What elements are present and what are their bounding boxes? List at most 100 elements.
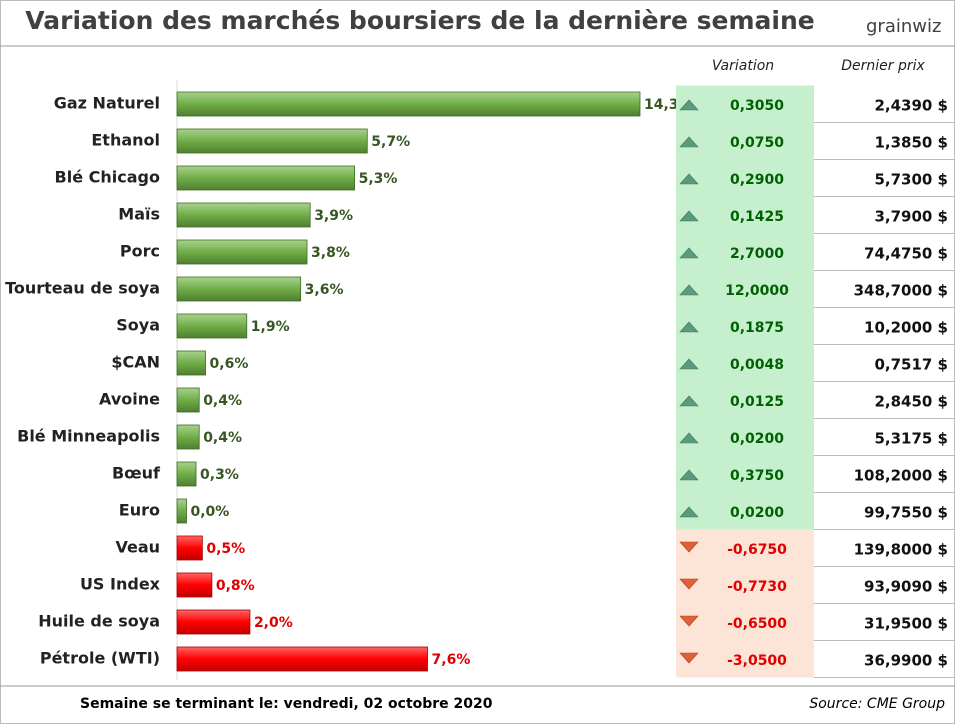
category-label: Soya — [116, 316, 160, 335]
variation-cell — [676, 122, 814, 160]
price-label: 5,7300 $ — [874, 171, 948, 189]
category-label: Gaz Naturel — [54, 94, 160, 113]
variation-label: 0,0200 — [730, 431, 784, 447]
price-label: 139,8000 $ — [854, 541, 948, 559]
up-arrow — [679, 284, 699, 296]
price-label: 0,7517 $ — [874, 356, 948, 374]
bar — [176, 609, 251, 635]
bar — [176, 646, 428, 672]
value-label: 0,0% — [191, 504, 230, 520]
source: Source: CME Group — [809, 696, 945, 712]
price-label: 31,9500 $ — [864, 615, 948, 633]
variation-label: 0,0750 — [730, 135, 784, 151]
variation-label: 0,0048 — [730, 357, 784, 373]
bar — [176, 461, 197, 487]
bar — [176, 91, 641, 117]
down-arrow — [679, 615, 699, 627]
price-label: 348,7000 $ — [854, 282, 948, 300]
category-label: Euro — [119, 501, 160, 520]
variation-label: 12,0000 — [725, 283, 789, 299]
value-label: 0,4% — [203, 393, 242, 409]
value-label: 0,5% — [206, 541, 245, 557]
value-label: 1,9% — [251, 319, 290, 335]
variation-label: 2,7000 — [730, 246, 784, 262]
up-arrow — [679, 99, 699, 111]
variation-label: -0,7730 — [727, 579, 787, 595]
variation-cell — [676, 381, 814, 419]
category-label: Veau — [115, 538, 160, 557]
variation-cell — [676, 529, 814, 567]
up-arrow — [679, 136, 699, 148]
variation-cell — [676, 492, 814, 530]
price-label: 5,3175 $ — [874, 430, 948, 448]
category-label: Avoine — [99, 390, 160, 409]
category-label: Bœuf — [112, 464, 161, 483]
price-label: 1,3850 $ — [874, 134, 948, 152]
category-label: $CAN — [111, 353, 160, 372]
value-label: 0,4% — [203, 430, 242, 446]
price-label: 2,8450 $ — [874, 393, 948, 411]
value-label: 0,3% — [200, 467, 239, 483]
variation-label: -0,6500 — [727, 616, 787, 632]
value-label: 3,6% — [305, 282, 344, 298]
variation-label: 0,3750 — [730, 468, 784, 484]
price-label: 3,7900 $ — [874, 208, 948, 226]
category-label: Ethanol — [91, 131, 160, 150]
up-arrow — [679, 173, 699, 185]
variation-cell — [676, 85, 814, 123]
variation-cell — [676, 640, 814, 678]
variation-label: 0,0125 — [730, 394, 784, 410]
bar — [176, 313, 248, 339]
chart-title: Variation des marchés boursiers de la de… — [25, 6, 814, 35]
category-label: Pétrole (WTI) — [40, 649, 160, 668]
value-label: 5,3% — [359, 171, 398, 187]
footer: Semaine se terminant le: vendredi, 02 oc… — [80, 696, 493, 712]
value-label: 0,8% — [216, 578, 255, 594]
value-label: 0,6% — [210, 356, 249, 372]
category-label: Maïs — [118, 205, 160, 224]
bar — [176, 239, 308, 265]
price-label: 10,2000 $ — [864, 319, 948, 337]
variation-cell — [676, 270, 814, 308]
bar — [176, 128, 368, 154]
variation-cell — [676, 196, 814, 234]
up-arrow — [679, 210, 699, 222]
category-label: Huile de soya — [38, 612, 160, 631]
variation-cell — [676, 418, 814, 456]
value-label: 7,6% — [432, 652, 471, 668]
variation-cell — [676, 233, 814, 271]
down-arrow — [679, 541, 699, 553]
price-label: 93,9090 $ — [864, 578, 948, 596]
variation-label: 0,3050 — [730, 98, 784, 114]
variation-label: -0,6750 — [727, 542, 787, 558]
variation-cell — [676, 566, 814, 604]
category-label: Blé Minneapolis — [17, 427, 160, 446]
price-label: 99,7550 $ — [864, 504, 948, 522]
logo: grainwiz — [866, 16, 941, 37]
variation-cell — [676, 344, 814, 382]
bar — [176, 276, 302, 302]
column-header: Dernier prix — [841, 58, 925, 74]
category-label: Tourteau de soya — [5, 279, 160, 298]
value-label: 3,8% — [311, 245, 350, 261]
column-header: Variation — [712, 58, 774, 74]
bar — [176, 350, 206, 376]
value-label: 2,0% — [254, 615, 293, 631]
category-label: Blé Chicago — [55, 168, 160, 187]
up-arrow — [679, 321, 699, 333]
variation-label: 0,0200 — [730, 505, 784, 521]
value-label: 5,7% — [371, 134, 410, 150]
bar — [176, 572, 213, 598]
bar — [176, 424, 200, 450]
price-label: 108,2000 $ — [854, 467, 948, 485]
category-label: US Index — [80, 575, 161, 594]
price-label: 74,4750 $ — [864, 245, 948, 263]
variation-cell — [676, 159, 814, 197]
variation-label: 0,1425 — [730, 209, 784, 225]
variation-cell — [676, 455, 814, 493]
up-arrow — [679, 395, 699, 407]
variation-label: -3,0500 — [727, 653, 787, 669]
bar — [176, 535, 203, 561]
bar — [176, 498, 187, 524]
